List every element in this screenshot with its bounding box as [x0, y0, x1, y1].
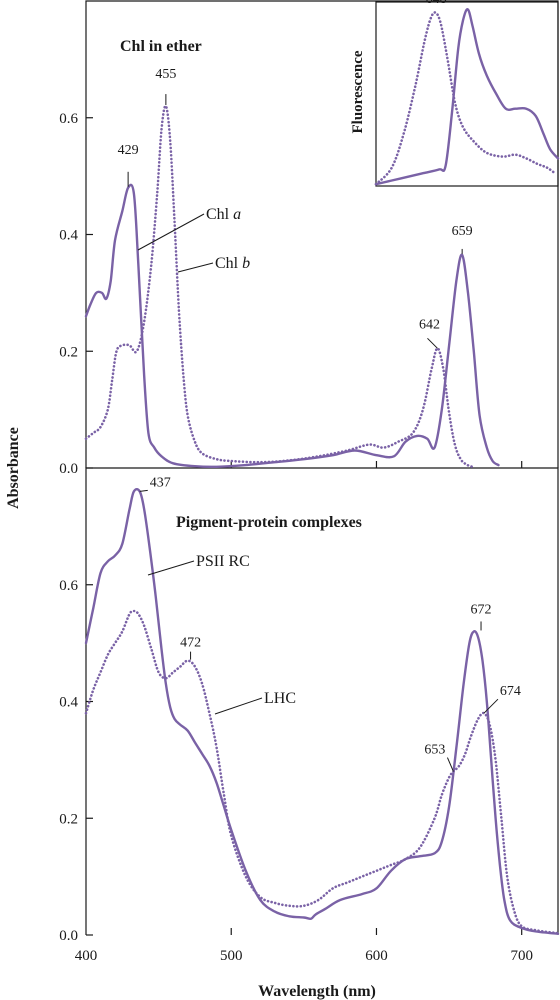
series-label-leader	[147, 560, 195, 576]
peak-label-648: 648	[426, 0, 447, 7]
inset-curve-chl-a	[374, 8, 560, 186]
series-label-suffix: a	[233, 206, 241, 223]
series-label-prefix: Chl	[215, 255, 242, 272]
series-label-prefix: Chl	[206, 206, 233, 223]
spectra-curves	[84, 8, 560, 935]
bottom-ytick-label: 0.6	[59, 578, 78, 594]
peak-leader-line	[483, 698, 499, 714]
panel-frames	[85, 0, 559, 935]
top-ytick-label: 0.4	[59, 228, 78, 244]
peak-label-429: 429	[118, 143, 139, 158]
series-label-leader	[177, 262, 214, 273]
peak-leader-line	[139, 489, 148, 492]
bottom-xtick-label: 400	[75, 948, 98, 964]
top-ytick-label: 0.2	[59, 344, 78, 360]
peak-label-674: 674	[500, 684, 521, 699]
series-label-leader	[214, 697, 263, 715]
bottom-panel-title: Pigment-protein complexes	[176, 514, 362, 531]
series-label-chl-a: Chl a	[206, 206, 241, 223]
x-axis-label: Wavelength (nm)	[258, 983, 376, 1000]
top-panel-title: Chl in ether	[120, 38, 202, 55]
bottom-xtick-label: 500	[220, 948, 243, 964]
peak-labels: 429 455 642 659 648 668 437 472 653 672 674	[118, 0, 521, 772]
axis-ticks: 0.0 0.2 0.4 0.6 0.0 0.2 0.4 0.6 400 500 600 700	[59, 111, 533, 964]
inset-ylabel: Fluorescence	[350, 50, 366, 133]
series-label-leader	[137, 213, 205, 251]
y-axis-label: Absorbance	[5, 427, 22, 509]
peak-label-472: 472	[180, 636, 201, 651]
peak-label-659: 659	[452, 224, 473, 239]
peak-label-437: 437	[150, 475, 171, 490]
peak-label-672: 672	[471, 602, 492, 617]
top-curve-chl-a	[84, 183, 500, 469]
peak-leader-line	[427, 337, 438, 349]
bottom-ytick-label: 0.2	[59, 811, 78, 827]
bottom-xtick-label: 700	[510, 948, 533, 964]
peak-label-653: 653	[424, 743, 445, 758]
top-curve-chl-b	[84, 104, 474, 469]
inset-frame	[375, 1, 559, 187]
bottom-curve-lhc	[84, 609, 560, 935]
peak-label-642: 642	[419, 317, 440, 332]
series-label-psii-rc: PSII RC	[196, 553, 250, 570]
bottom-xtick-label: 600	[365, 948, 388, 964]
peak-label-455: 455	[155, 67, 176, 82]
bottom-ytick-label: 0.4	[59, 695, 78, 711]
peak-leader-line	[446, 757, 454, 772]
inset-curve-chl-b	[374, 11, 557, 186]
peak-label-668: 668	[457, 0, 478, 3]
series-label-chl-b: Chl b	[215, 255, 250, 272]
top-ytick-label: 0.0	[59, 461, 78, 477]
series-label-suffix: b	[242, 255, 250, 272]
bottom-curve-psii-rc	[84, 487, 560, 935]
bottom-ytick-label: 0.0	[59, 928, 78, 944]
series-label-lhc: LHC	[264, 690, 296, 707]
top-ytick-label: 0.6	[59, 111, 78, 127]
